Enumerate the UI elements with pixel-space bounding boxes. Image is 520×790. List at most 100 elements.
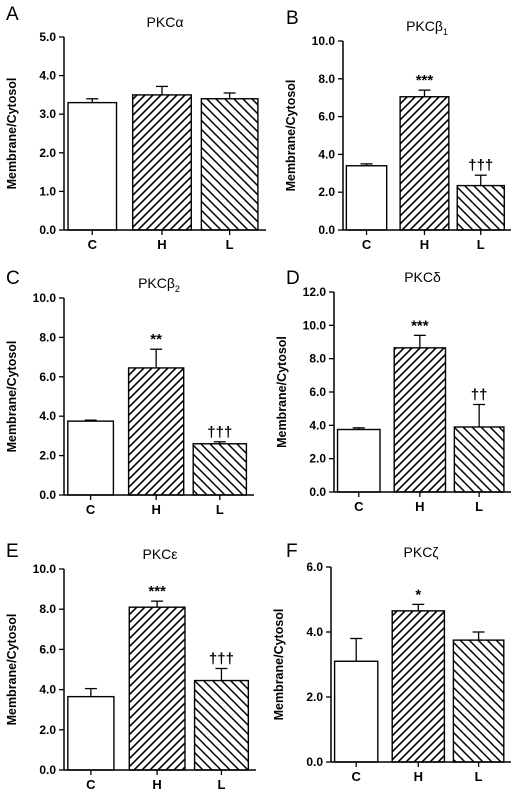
y-axis-label: Membrane/Cytosol (284, 80, 298, 192)
y-tick-label: 4.0 (39, 409, 56, 423)
category-label-h: H (414, 769, 423, 784)
y-tick-label: 2.0 (306, 690, 323, 704)
y-tick-label: 10.0 (33, 562, 57, 576)
y-tick-label: 0.0 (306, 755, 323, 769)
panel-letter: C (6, 268, 20, 289)
category-label-l: L (217, 777, 225, 790)
bar-c (67, 101, 118, 231)
y-axis-label: Membrane/Cytosol (275, 336, 289, 448)
category-label-c: C (86, 777, 96, 790)
category-label-h: H (420, 237, 429, 252)
panel-c: C PKCβ2 Membrane/Cytosol 0.0 2.0 4.0 6.0 8.0 10.… (5, 268, 254, 517)
y-tick-label: 2.0 (309, 452, 326, 466)
y-tick-label: 8.0 (39, 330, 56, 344)
y-tick-label: 2.0 (39, 449, 56, 463)
category-label-h: H (151, 502, 160, 517)
y-tick-label: 4.0 (318, 147, 335, 161)
y-tick-label: 5.0 (39, 30, 56, 44)
significance-l: †† (471, 387, 488, 404)
bar-l (200, 98, 259, 231)
bar-l (452, 639, 505, 763)
significance-h: *** (411, 317, 429, 334)
bar-l (192, 443, 248, 496)
bar-l (453, 426, 505, 493)
y-tick-label: 0.0 (309, 485, 326, 499)
y-tick-label: 12.0 (303, 285, 327, 299)
bar-l (456, 184, 505, 231)
y-axis-label: Membrane/Cytosol (5, 341, 19, 453)
bar-h (393, 347, 447, 493)
y-axis-label: Membrane/Cytosol (272, 609, 286, 721)
panel-a: A PKCα Membrane/Cytosol 0.0 1.0 2.0 3.0 4.0 5.0 C… (5, 4, 266, 252)
y-tick-label: 6.0 (39, 370, 56, 384)
bar-c (67, 695, 115, 771)
y-tick-label: 4.0 (39, 683, 56, 697)
y-tick-label: 10.0 (303, 318, 327, 332)
y-tick-label: 8.0 (309, 352, 326, 366)
y-axis-label: Membrane/Cytosol (5, 78, 19, 190)
y-tick-label: 6.0 (306, 560, 323, 574)
category-label-c: C (86, 502, 96, 517)
category-label-l: L (226, 237, 234, 252)
category-label-c: C (88, 237, 98, 252)
significance-h: * (415, 586, 421, 603)
panel-title: PKCα (147, 14, 184, 30)
y-tick-label: 2.0 (318, 185, 335, 199)
y-tick-label: 2.0 (39, 723, 56, 737)
significance-h: *** (416, 72, 434, 89)
category-label-l: L (477, 237, 485, 252)
panel-letter: E (6, 541, 19, 562)
significance-l: ††† (468, 157, 493, 174)
category-label-l: L (475, 499, 483, 514)
bar-c (336, 428, 381, 493)
panel-title: PKCζ (404, 544, 439, 560)
panel-letter: F (286, 541, 298, 562)
y-tick-label: 4.0 (306, 625, 323, 639)
panel-f: F PKCζ Membrane/Cytosol 0.0 2.0 4.0 6.0 C * H L (272, 541, 511, 784)
significance-h: ** (150, 331, 162, 348)
y-tick-label: 0.0 (318, 223, 335, 237)
y-tick-label: 10.0 (312, 34, 336, 48)
panel-d: D PKCδ Membrane/Cytosol 0.0 2.0 4.0 6.0 8.0 10.0… (275, 268, 511, 514)
bar-h (131, 94, 192, 231)
y-tick-label: 1.0 (39, 184, 56, 198)
bar-c (345, 165, 388, 231)
y-tick-label: 0.0 (39, 223, 56, 237)
y-tick-label: 6.0 (318, 110, 335, 124)
significance-l: ††† (209, 650, 234, 667)
y-tick-label: 4.0 (39, 69, 56, 83)
y-tick-label: 4.0 (309, 418, 326, 432)
category-label-h: H (415, 499, 424, 514)
panel-e: E PKCε Membrane/Cytosol 0.0 2.0 4.0 6.0 8.0 10.0… (5, 541, 256, 790)
bar-l (193, 679, 250, 771)
bar-c (333, 660, 379, 763)
panel-b: B PKCβ1 Membrane/Cytosol 0.0 2.0 4.0 6.0 8.0 10.… (284, 8, 511, 252)
category-label-l: L (216, 502, 224, 517)
panel-title: PKCβ1 (406, 18, 448, 37)
significance-l: ††† (207, 424, 232, 441)
bar-h (127, 367, 185, 496)
y-tick-label: 0.0 (39, 763, 56, 777)
y-tick-label: 3.0 (39, 107, 56, 121)
category-label-c: C (362, 237, 372, 252)
bar-h (391, 610, 446, 763)
y-tick-label: 8.0 (39, 602, 56, 616)
y-tick-label: 6.0 (309, 385, 326, 399)
y-tick-label: 2.0 (39, 146, 56, 160)
category-label-l: L (475, 769, 483, 784)
y-tick-label: 8.0 (318, 72, 335, 86)
panel-letter: D (286, 268, 300, 289)
y-axis-label: Membrane/Cytosol (5, 614, 19, 726)
panel-letter: B (286, 8, 299, 29)
bar-h (399, 96, 450, 231)
y-tick-label: 6.0 (39, 642, 56, 656)
bar-c (67, 420, 115, 496)
panel-title: PKCδ (404, 269, 441, 285)
panel-letter: A (6, 4, 19, 25)
category-label-c: C (352, 769, 362, 784)
significance-h: *** (148, 583, 166, 600)
y-tick-label: 10.0 (33, 291, 57, 305)
panel-title: PKCβ2 (138, 275, 180, 294)
category-label-c: C (354, 499, 364, 514)
